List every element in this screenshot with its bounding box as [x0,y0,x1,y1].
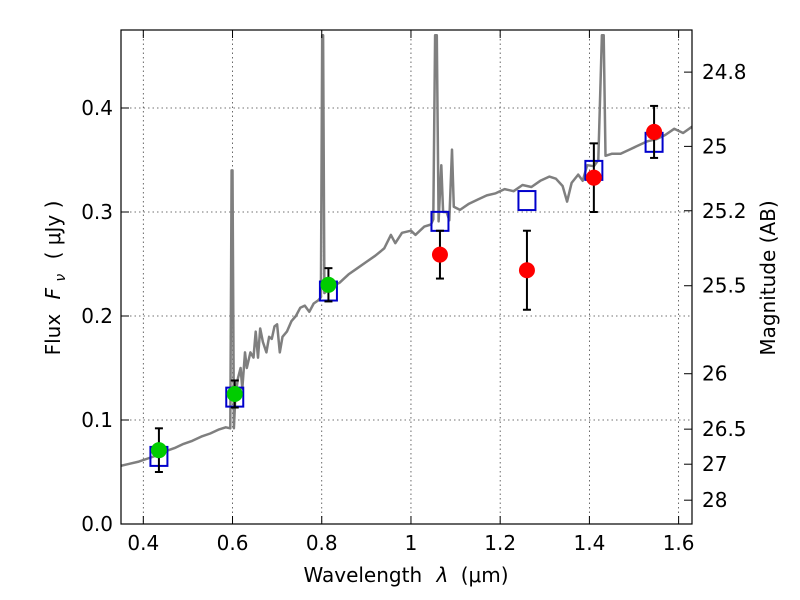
optical-data-point [150,442,167,459]
x-axis-title: Wavelength λ (μm) [303,563,508,587]
y-axis-subscript: ν [53,274,69,282]
x-axis-label: Wavelength [303,563,422,587]
x-tick-label: 1.6 [663,531,695,555]
nir-data-point [431,246,448,263]
mag-tick-label: 27 [702,452,727,476]
optical-data-point [226,386,243,402]
mag-tick-label: 26.5 [702,417,747,441]
nir-data-point [585,169,602,186]
sed-model-line [121,33,692,468]
y-tick-label: 0.3 [81,200,113,224]
mag-tick-label: 28 [702,488,727,512]
mag-tick-label: 25.5 [702,274,747,298]
x-tick-label: 1.4 [573,531,605,555]
optical-data-point [320,276,337,293]
nir-data-point [518,262,535,279]
mag-tick-label: 26 [702,362,727,386]
x-axis-symbol: λ [436,563,449,587]
y-tick-label: 0.1 [81,408,113,432]
spectrum-layer [121,33,692,468]
nir-data-point [646,123,663,140]
x-tick-label: 1 [405,531,418,555]
x-axis-unit: (μm) [461,563,509,587]
x-tick-label: 0.8 [306,531,338,555]
y-axis-label: Flux [41,314,65,356]
x-tick-label: 0.4 [127,531,159,555]
y2-axis-title: Magnitude (AB) [756,200,780,355]
tick-layer: 0.4 0.6 0.8 1 1.2 1.4 1.6 0.0 0.1 0.2 0.3 0.4 24.8 25… [81,30,747,555]
y-axis-symbol: F [41,287,65,299]
plot-frame [120,29,693,525]
marker-layer [149,104,664,473]
grid-layer [121,30,692,525]
y-axis-title: Flux F ν ( μJy ) [41,201,70,356]
mag-tick-label: 25.2 [702,199,747,223]
y-tick-label: 0.2 [81,304,113,328]
mag-tick-label: 25 [702,134,727,158]
y-axis-unit: ( μJy ) [41,201,65,260]
y-tick-label: 0.4 [81,96,113,120]
y-tick-label: 0.0 [81,512,113,536]
x-tick-label: 0.6 [217,531,249,555]
mag-tick-label: 24.8 [702,60,747,84]
x-tick-label: 1.2 [484,531,516,555]
model-photometry-square [517,190,537,212]
